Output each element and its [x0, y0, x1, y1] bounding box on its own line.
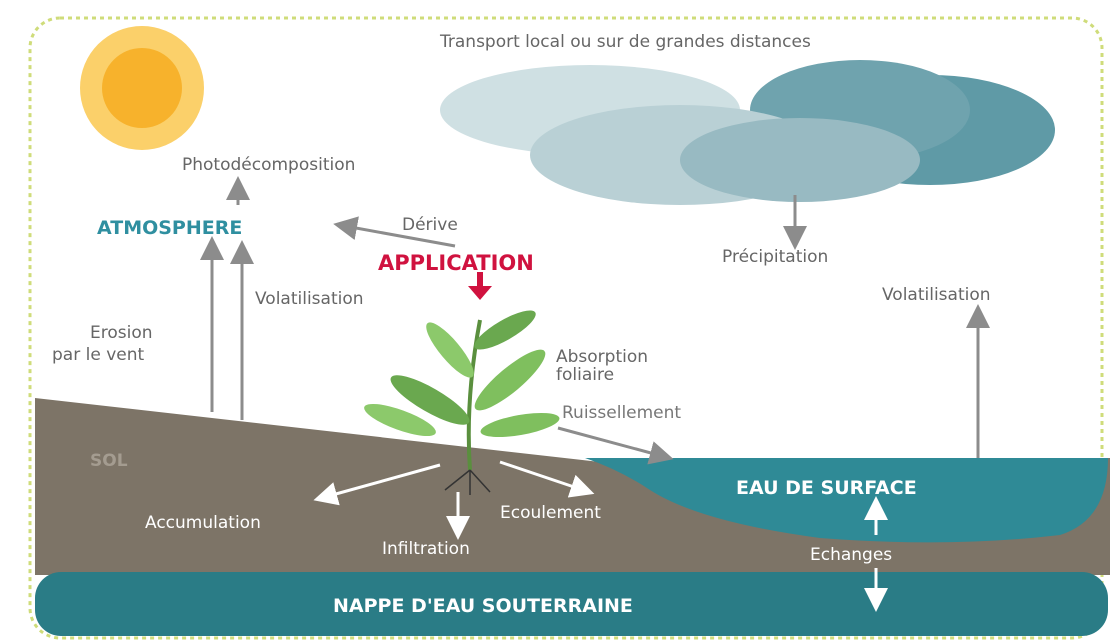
derive: Dérive — [402, 215, 458, 235]
clouds — [440, 60, 1055, 205]
nappe: NAPPE D'EAU SOUTERRAINE — [333, 595, 633, 617]
eau-de-surface: EAU DE SURFACE — [736, 477, 917, 499]
surface-water — [585, 458, 1108, 543]
sol: SOL — [90, 451, 128, 471]
arrows — [200, 176, 990, 612]
plant — [364, 310, 560, 495]
infiltration: Infiltration — [382, 539, 470, 559]
volatilisation: Volatilisation — [255, 289, 364, 309]
atmosphere: ATMOSPHERE — [97, 217, 242, 239]
absorption: foliaire — [556, 365, 614, 385]
absorption: Absorption — [556, 347, 648, 367]
accumulation: Accumulation — [145, 513, 261, 533]
ruissellement: Ruissellement — [562, 403, 681, 423]
erosion: Erosion — [90, 323, 153, 343]
volatilisation: Volatilisation — [882, 285, 991, 305]
ecoulement: Ecoulement — [500, 503, 601, 523]
sun — [80, 26, 204, 150]
photodecomposition: Photodécomposition — [182, 155, 355, 175]
erosion: par le vent — [52, 345, 144, 365]
groundwater — [35, 572, 1108, 636]
precipitation: Précipitation — [722, 247, 828, 267]
title: Transport local ou sur de grandes distan… — [439, 32, 811, 52]
application: APPLICATION — [378, 251, 534, 275]
echanges: Echanges — [810, 545, 892, 565]
